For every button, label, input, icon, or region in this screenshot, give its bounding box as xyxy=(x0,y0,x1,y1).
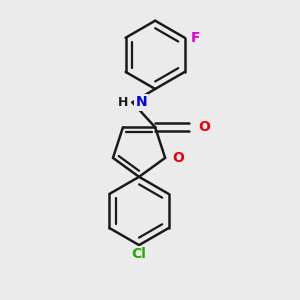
Text: F: F xyxy=(190,31,200,45)
Text: O: O xyxy=(199,120,211,134)
Text: Cl: Cl xyxy=(132,248,146,261)
Text: O: O xyxy=(172,151,184,165)
Text: N: N xyxy=(136,95,147,110)
Text: H: H xyxy=(117,96,128,109)
